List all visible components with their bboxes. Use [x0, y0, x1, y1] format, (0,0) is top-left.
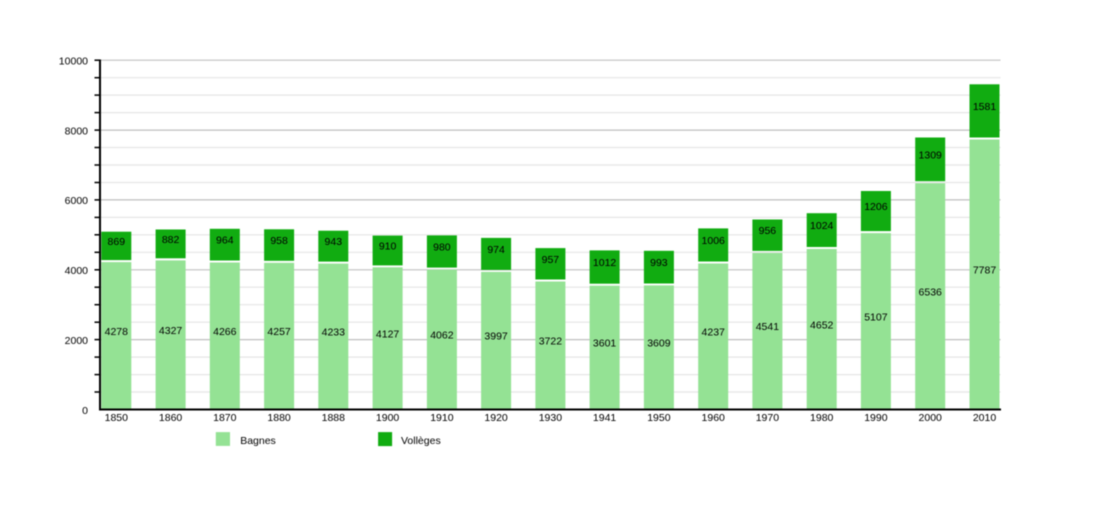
svg-text:5107: 5107 [864, 311, 888, 323]
svg-text:4257: 4257 [267, 326, 291, 338]
svg-text:1888: 1888 [322, 412, 346, 424]
svg-text:1870: 1870 [213, 412, 237, 424]
svg-text:1930: 1930 [539, 412, 563, 424]
svg-text:1900: 1900 [376, 412, 400, 424]
svg-text:1006: 1006 [702, 235, 726, 247]
svg-text:Vollèges: Vollèges [401, 435, 441, 447]
svg-text:869: 869 [108, 236, 126, 248]
svg-text:2000: 2000 [919, 412, 943, 424]
svg-text:1941: 1941 [593, 412, 617, 424]
svg-text:974: 974 [487, 244, 505, 256]
svg-text:956: 956 [759, 225, 777, 237]
svg-text:910: 910 [379, 241, 397, 253]
svg-text:1309: 1309 [919, 149, 943, 161]
svg-text:4266: 4266 [213, 326, 237, 338]
svg-text:10000: 10000 [59, 56, 88, 68]
svg-text:4233: 4233 [322, 327, 346, 339]
svg-text:1206: 1206 [864, 201, 888, 213]
svg-text:1880: 1880 [267, 412, 291, 424]
svg-text:964: 964 [216, 235, 234, 247]
svg-text:943: 943 [325, 236, 343, 248]
svg-text:1990: 1990 [864, 412, 888, 424]
svg-text:3601: 3601 [593, 338, 617, 350]
svg-text:1850: 1850 [105, 412, 129, 424]
svg-text:3609: 3609 [647, 338, 671, 350]
svg-text:1860: 1860 [159, 412, 183, 424]
svg-text:3722: 3722 [539, 336, 563, 348]
svg-text:0: 0 [82, 405, 88, 417]
svg-text:882: 882 [162, 234, 180, 246]
svg-text:1581: 1581 [973, 101, 997, 113]
svg-text:980: 980 [433, 242, 451, 254]
svg-text:1960: 1960 [702, 412, 726, 424]
svg-text:1950: 1950 [647, 412, 671, 424]
svg-text:4000: 4000 [65, 265, 89, 277]
svg-text:993: 993 [650, 257, 668, 269]
svg-text:4062: 4062 [430, 330, 454, 342]
svg-text:1980: 1980 [810, 412, 834, 424]
svg-text:4541: 4541 [756, 321, 780, 333]
svg-text:6536: 6536 [919, 286, 943, 298]
svg-text:4327: 4327 [159, 325, 183, 337]
svg-text:1012: 1012 [593, 257, 617, 269]
svg-text:4278: 4278 [105, 326, 129, 338]
svg-text:Bagnes: Bagnes [240, 435, 276, 447]
svg-text:8000: 8000 [65, 125, 89, 137]
svg-text:3997: 3997 [484, 331, 508, 343]
svg-text:4237: 4237 [702, 327, 726, 339]
svg-text:957: 957 [542, 254, 560, 266]
svg-text:1910: 1910 [430, 412, 454, 424]
svg-text:4127: 4127 [376, 328, 400, 340]
svg-text:4652: 4652 [810, 319, 834, 331]
svg-text:2000: 2000 [65, 335, 89, 347]
svg-text:2010: 2010 [973, 412, 997, 424]
svg-text:6000: 6000 [65, 195, 89, 207]
svg-text:7787: 7787 [973, 265, 997, 277]
svg-text:958: 958 [270, 235, 288, 247]
svg-text:1970: 1970 [756, 412, 780, 424]
svg-text:1024: 1024 [810, 220, 834, 232]
svg-text:1920: 1920 [484, 412, 508, 424]
